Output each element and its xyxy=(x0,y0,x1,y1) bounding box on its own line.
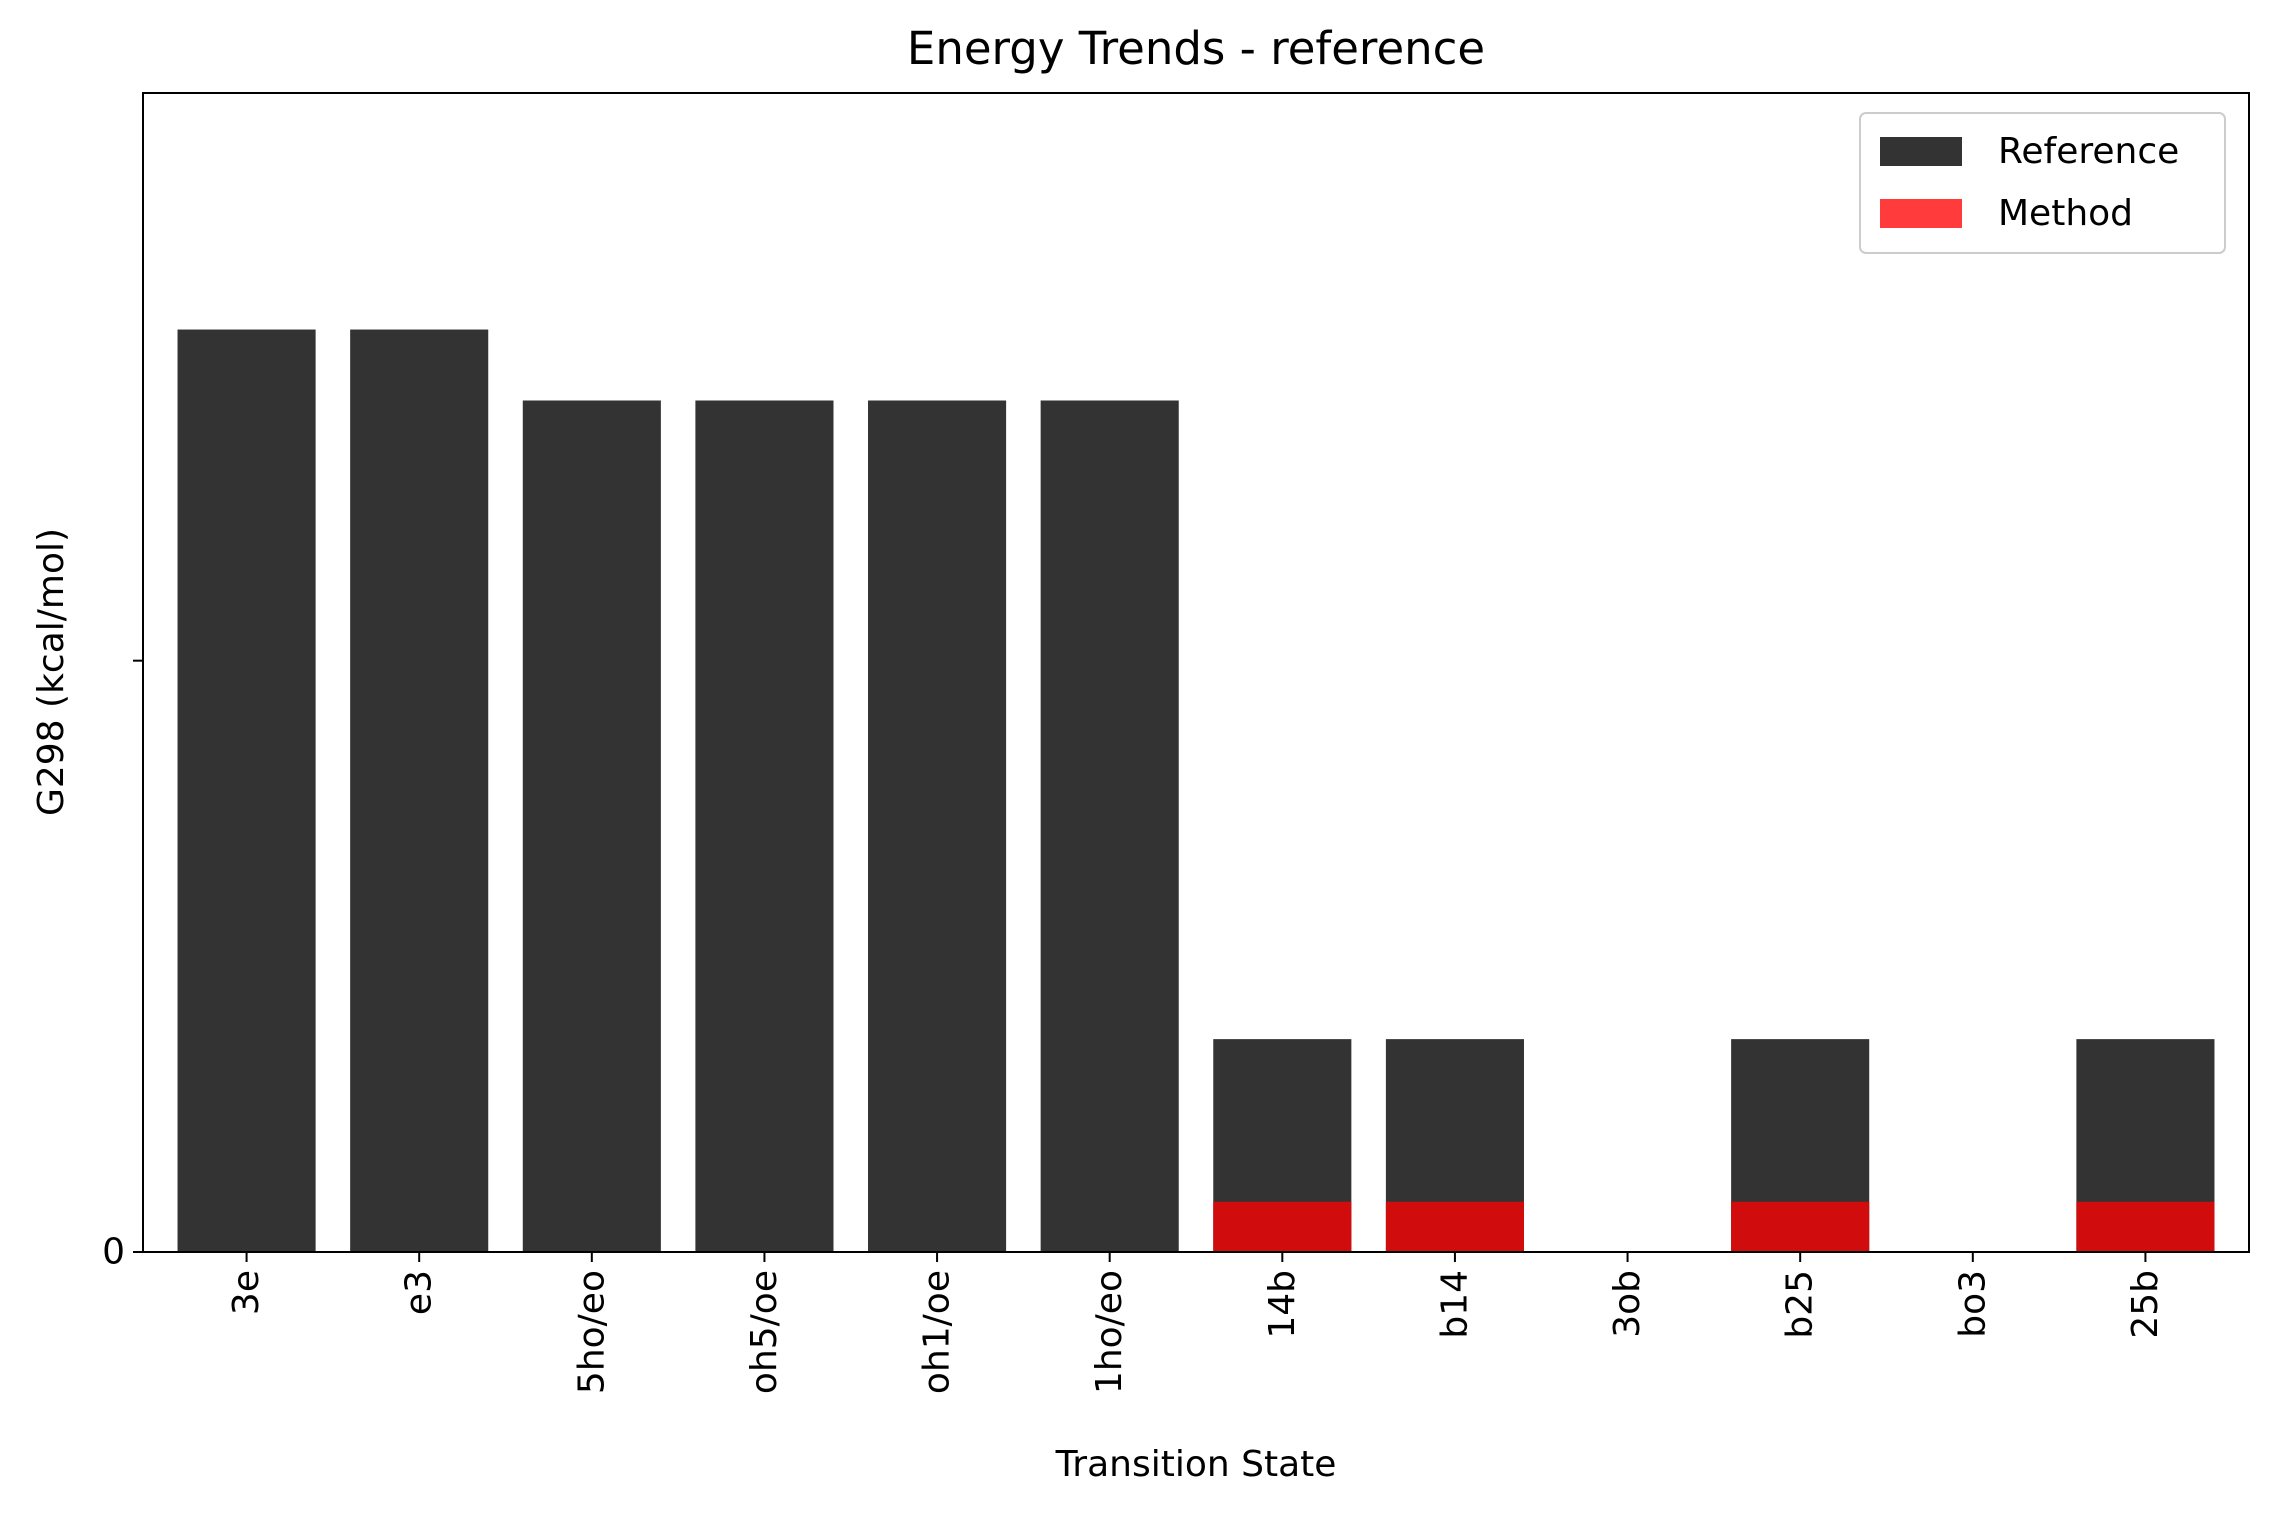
bar-method-25b xyxy=(2076,1201,2215,1252)
x-tick-label: b14 xyxy=(1434,1270,1475,1339)
bars-layer xyxy=(177,329,2215,1252)
x-tick-label: b25 xyxy=(1780,1270,1821,1339)
bar-reference-5ho-eo xyxy=(522,400,661,1252)
x-axis-ticks: 3e e3 5ho/eo oh5/oe oh1/oe 1ho/eo 14b b14 3ob b25… xyxy=(226,1252,2166,1394)
x-tick-label: 3e xyxy=(226,1270,267,1315)
bar-reference-1ho-eo xyxy=(1040,400,1179,1252)
bar-reference-oh1-oe xyxy=(868,400,1007,1252)
legend-label-method: Method xyxy=(1998,193,2133,234)
y-axis-ticks: 0 xyxy=(102,659,143,1273)
bar-reference-e3 xyxy=(350,329,489,1252)
x-tick-label: 5ho/eo xyxy=(571,1270,612,1394)
legend: Reference Method xyxy=(1859,112,2226,254)
y-axis-label: G298 (kcal/mol) xyxy=(31,528,72,816)
x-axis-label: Transition State xyxy=(1055,1444,1337,1485)
bar-reference-oh5-oe xyxy=(695,400,834,1252)
plot-frame xyxy=(142,92,2250,1253)
x-tick-label: e3 xyxy=(399,1270,440,1315)
x-tick-label: 3ob xyxy=(1607,1270,1648,1338)
x-tick-label: 14b xyxy=(1262,1270,1303,1339)
x-tick-label: oh1/oe xyxy=(917,1270,958,1394)
x-tick-label: 1ho/eo xyxy=(1089,1270,1130,1394)
bar-reference-3e xyxy=(177,329,316,1252)
bar-method-b25 xyxy=(1731,1201,1870,1252)
legend-label-reference: Reference xyxy=(1998,131,2179,172)
legend-swatch-method xyxy=(1880,199,1962,228)
legend-swatch-reference xyxy=(1880,137,1962,166)
bar-method-14b xyxy=(1213,1201,1352,1252)
bar-method-b14 xyxy=(1385,1201,1524,1252)
x-tick-label: bo3 xyxy=(1952,1270,1993,1338)
chart-title: Energy Trends - reference xyxy=(907,22,1485,75)
x-tick-label: 25b xyxy=(2125,1270,2166,1339)
x-tick-label: oh5/oe xyxy=(744,1270,785,1394)
y-tick-label: 0 xyxy=(102,1232,125,1273)
